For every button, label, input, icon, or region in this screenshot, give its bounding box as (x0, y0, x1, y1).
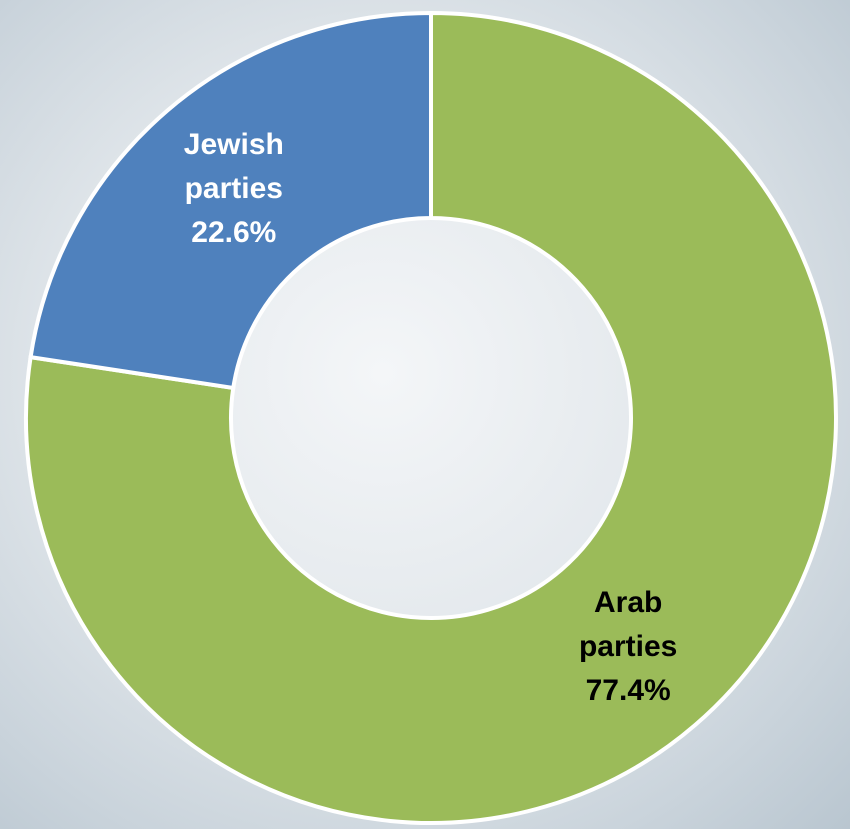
value-label: 77.4% (553, 669, 703, 713)
chart (0, 0, 850, 829)
page: (() => { const data = JSON.parse(documen… (0, 0, 850, 829)
category-label: Jewish parties (159, 123, 309, 211)
category-label: Arab parties (553, 581, 703, 669)
value-label: 22.6% (159, 211, 309, 255)
